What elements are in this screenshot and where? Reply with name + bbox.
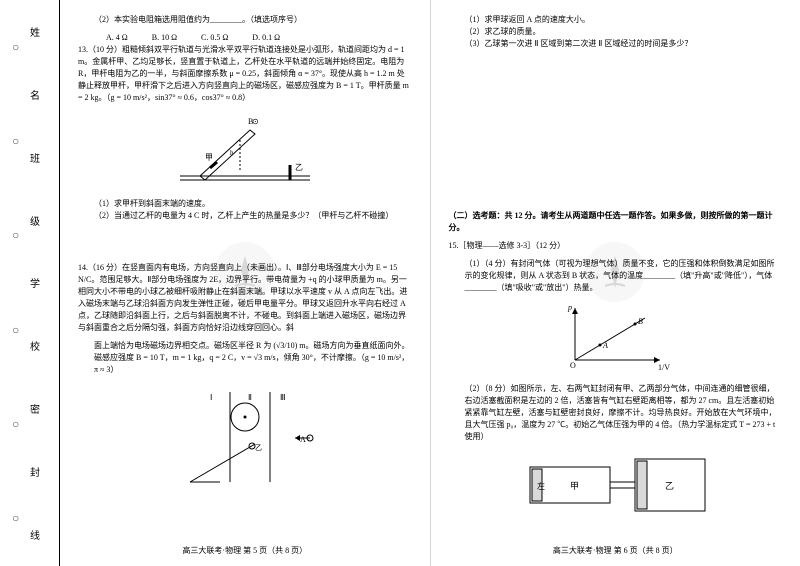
svg-text:乙: 乙: [665, 481, 674, 491]
page-6: （1）求甲球返回 A 点的速度大小。 （2）求乙球的质量。 （3）乙球第一次进 …: [430, 0, 800, 566]
q12-sub2: （2）本实验电阻箱选用阻值约为________。（填选项序号）: [78, 14, 412, 26]
q14-stem: 14.（16 分）在竖直面内有电场，方向竖直向上（未画出）。Ⅰ、Ⅲ部分电场强度大…: [78, 262, 412, 334]
q14-sub3: （3）乙球第一次进 Ⅱ 区域到第二次进 Ⅱ 区域经过的时间是多少？: [449, 38, 783, 50]
section2-title: （二）选考题：共 12 分。请考生从两道题中任选一题作答。如果多做，则按所做的第…: [449, 210, 783, 234]
svg-text:左: 左: [537, 481, 545, 491]
svg-text:Ⅰ: Ⅰ: [210, 393, 212, 402]
opt-a: A. 4 Ω: [106, 32, 128, 44]
svg-text:h: h: [230, 149, 234, 157]
q13-figure: 甲 乙 B ⊙ h: [78, 110, 412, 194]
q14-sub1: （1）求甲球返回 A 点的速度大小。: [449, 14, 783, 26]
q15-part2: （2）（8 分）如图所示，左、右两气缸封闭有甲、乙两部分气体，中间连通的细管很细…: [449, 383, 783, 443]
svg-text:Ⅲ: Ⅲ: [280, 393, 286, 402]
svg-text:B: B: [638, 317, 643, 326]
svg-text:O: O: [570, 361, 576, 370]
q14-cont: 面上端恰为电场磁场边界相交点。磁场区半径 R 为 (√3/10) m。磁场方向为…: [78, 340, 412, 376]
svg-text:Ⅱ: Ⅱ: [248, 393, 252, 402]
page6-footer: 高三大联考·物理 第 6 页（共 8 页）: [449, 541, 783, 556]
q15-head: 15.［物理——选修 3-3］（12 分）: [449, 240, 783, 252]
opt-d: D. 0.1 Ω: [252, 32, 280, 44]
svg-text:1/V: 1/V: [658, 363, 670, 372]
q15-1-figure: p 1/V O A B: [449, 300, 783, 379]
svg-text:A: A: [300, 435, 306, 444]
q13-sub2: （2）当通过乙杆的电量为 4 C 时，乙杆上产生的热量是多少？（甲杆与乙杆不碰撞…: [78, 210, 412, 222]
q12-options: A. 4 Ω B. 10 Ω C. 0.5 Ω D. 0.1 Ω: [78, 32, 412, 44]
binding-holes: ○○○○○○: [12, 0, 19, 566]
q14-figure: Ⅰ Ⅱ Ⅲ 乙 A: [78, 382, 412, 496]
svg-text:乙: 乙: [295, 163, 303, 172]
svg-text:甲: 甲: [570, 481, 579, 491]
page-5: （2）本实验电阻箱选用阻值约为________。（填选项序号） A. 4 Ω B…: [60, 0, 430, 566]
q13-stem: 13.（10 分）粗糙倾斜双平行轨道与光滑水平双平行轨道连接处是小弧形，轨道间距…: [78, 44, 412, 104]
binding-label: 姓 名 班 级 学 校 密 封 线: [30, 0, 40, 566]
svg-text:p: p: [567, 303, 572, 312]
q14-sub2: （2）求乙球的质量。: [449, 26, 783, 38]
svg-text:乙: 乙: [255, 444, 262, 452]
opt-c: C. 0.5 Ω: [201, 32, 228, 44]
page5-footer: 高三大联考·物理 第 5 页（共 8 页）: [78, 541, 412, 556]
svg-text:⊙: ⊙: [252, 117, 259, 126]
binding-margin: ○○○○○○ 姓 名 班 级 学 校 密 封 线: [0, 0, 60, 566]
opt-b: B. 10 Ω: [152, 32, 177, 44]
svg-text:A: A: [602, 341, 608, 350]
q13-sub1: （1）求甲杆到斜面末端的速度。: [78, 198, 412, 210]
q15-2-figure: 左 甲 乙: [449, 449, 783, 523]
q15-part1: （1）（4 分）有封闭气体（可视为理想气体）质量不变，它的压强和体积倒数满足如图…: [449, 258, 783, 294]
svg-text:甲: 甲: [205, 153, 213, 162]
page-spread: （2）本实验电阻箱选用阻值约为________。（填选项序号） A. 4 Ω B…: [60, 0, 800, 566]
